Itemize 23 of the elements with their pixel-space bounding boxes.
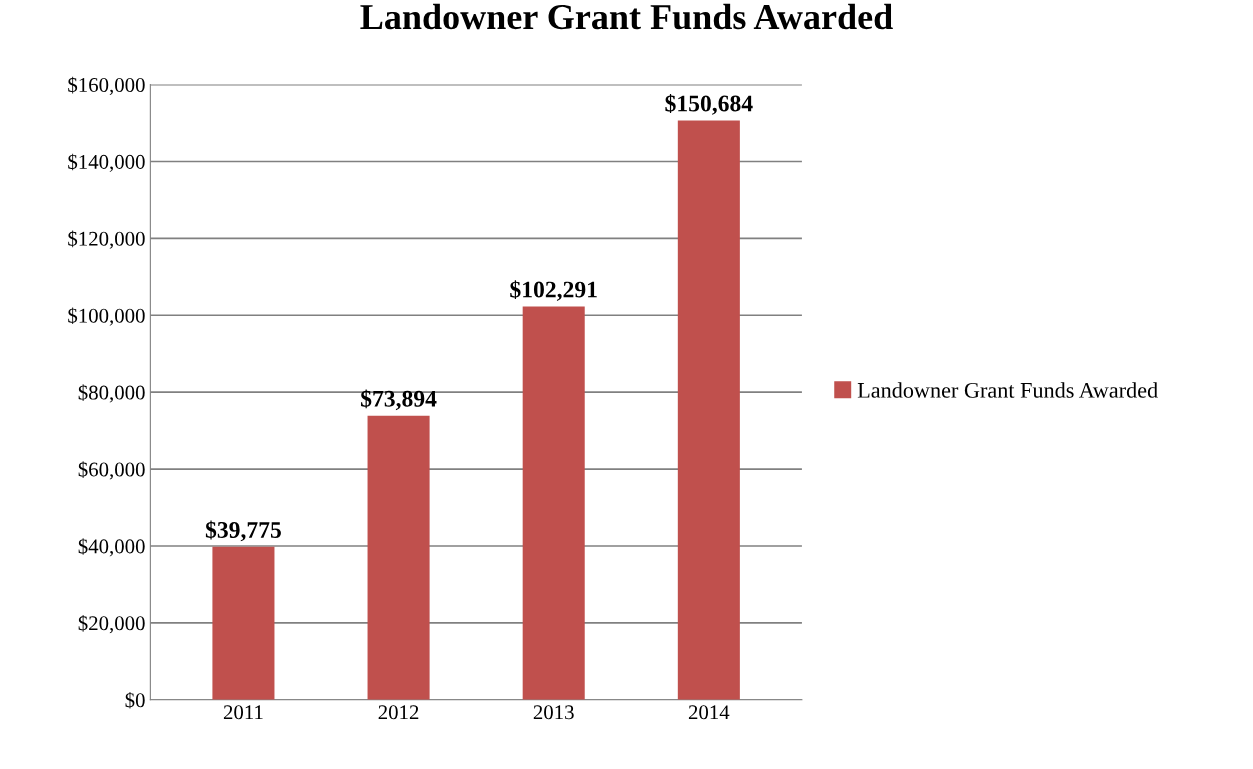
y-tick-label: $60,000 [78,461,145,480]
x-tick-label: 2011 [223,705,263,720]
y-tick-label: $20,000 [78,615,145,634]
y-tick-label: $0 [125,691,145,709]
bar [212,546,275,700]
y-tick-label: $140,000 [68,153,145,172]
y-tick-label: $100,000 [68,307,145,326]
data-label: $39,775 [205,520,281,542]
legend-label: Landowner Grant Funds Awarded [857,382,1158,398]
data-label: $102,291 [510,280,597,301]
y-tick-label: $160,000 [68,76,145,96]
x-tick-label: 2012 [378,705,419,720]
data-label: $73,894 [361,389,437,411]
chart-title: Landowner Grant Funds Awarded [360,3,893,30]
data-label: $150,684 [665,94,753,115]
bar [367,415,430,700]
bar [522,306,585,700]
y-tick-label: $80,000 [78,384,145,403]
x-tick-label: 2013 [533,705,574,720]
y-tick-label: $40,000 [78,538,145,557]
bar [677,120,740,700]
y-tick-label: $120,000 [68,230,145,249]
x-tick-label: 2014 [688,705,730,720]
